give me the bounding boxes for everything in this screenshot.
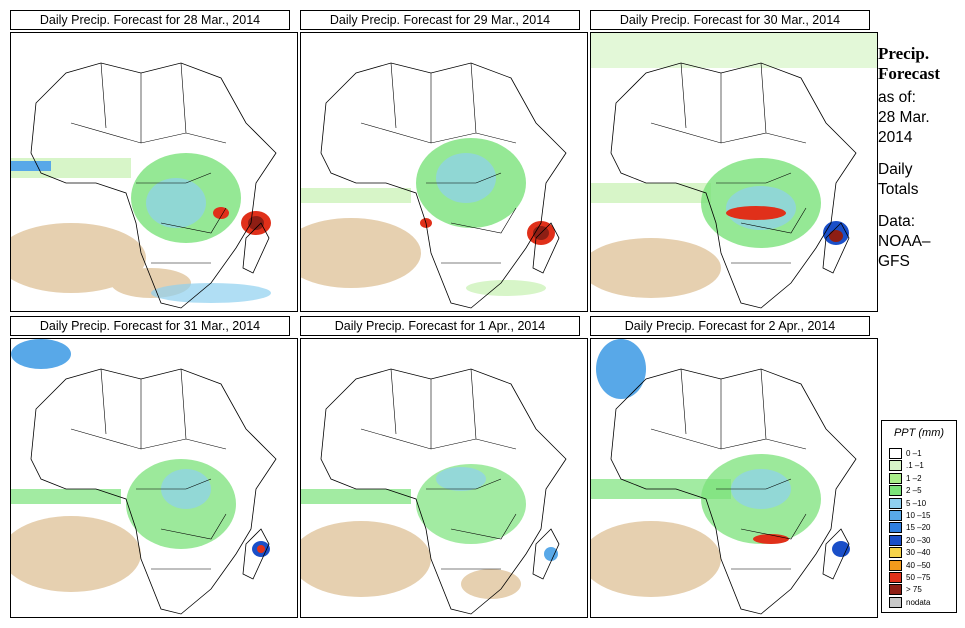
legend-label: 20 –30 — [906, 535, 931, 545]
data-label: Data: — [878, 213, 916, 230]
forecast-panel-day4: Daily Precip. Forecast for 31 Mar., 2014 — [10, 316, 298, 618]
legend-label: 0 –1 — [906, 449, 922, 458]
legend-swatch — [889, 460, 902, 472]
legend-item: 10 –15 — [889, 510, 955, 521]
heading-precip: Precip. — [878, 44, 930, 63]
panel-title: Daily Precip. Forecast for 1 Apr., 2014 — [300, 316, 580, 336]
legend-swatch — [889, 534, 902, 546]
legend-label: 50 –75 — [906, 573, 931, 582]
data-source-1: NOAA– — [878, 233, 931, 250]
legend-swatch — [889, 510, 902, 521]
legend-label: nodata — [906, 597, 931, 607]
legend-label: 1 –2 — [906, 473, 922, 483]
legend-swatch — [889, 547, 902, 559]
legend-item: 0 –1 — [889, 448, 955, 459]
legend-item: 15 –20 — [889, 522, 955, 534]
legend-label: 2 –5 — [906, 486, 922, 496]
legend-swatch — [889, 448, 902, 459]
panel-title: Daily Precip. Forecast for 28 Mar., 2014 — [10, 10, 290, 30]
asof-label: as of: — [878, 89, 916, 106]
legend-label: 10 –15 — [906, 511, 931, 520]
forecast-panel-day2: Daily Precip. Forecast for 29 Mar., 2014 — [300, 10, 588, 312]
forecast-panel-day5: Daily Precip. Forecast for 1 Apr., 2014 — [300, 316, 588, 618]
africa-precip-map — [300, 338, 588, 618]
asof-date: 28 Mar. — [878, 109, 930, 126]
legend-swatch — [889, 472, 902, 484]
legend-swatch — [889, 497, 902, 509]
africa-precip-map — [590, 32, 878, 312]
panel-title: Daily Precip. Forecast for 2 Apr., 2014 — [590, 316, 870, 336]
forecast-panel-day3: Daily Precip. Forecast for 30 Mar., 2014 — [590, 10, 878, 312]
legend-item: .1 –1 — [889, 460, 955, 472]
legend-item: 50 –75 — [889, 572, 955, 583]
forecast-panel-day1: Daily Precip. Forecast for 28 Mar., 2014 — [10, 10, 298, 312]
legend-item: > 75 — [889, 584, 955, 596]
totals-label: Totals — [878, 181, 919, 198]
legend-label: > 75 — [906, 585, 922, 595]
legend-swatch — [889, 572, 902, 583]
legend-swatch — [889, 485, 902, 497]
legend-label: .1 –1 — [906, 461, 924, 471]
legend-item: 5 –10 — [889, 497, 955, 509]
legend-item: 40 –50 — [889, 559, 955, 571]
data-source-2: GFS — [878, 253, 910, 270]
africa-precip-map — [590, 338, 878, 618]
africa-precip-map — [300, 32, 588, 312]
panel-title: Daily Precip. Forecast for 29 Mar., 2014 — [300, 10, 580, 30]
legend-title: PPT (mm) — [893, 427, 945, 439]
legend-item: 30 –40 — [889, 547, 955, 559]
asof-year: 2014 — [878, 129, 913, 146]
panel-title: Daily Precip. Forecast for 30 Mar., 2014 — [590, 10, 870, 30]
legend-item: 1 –2 — [889, 472, 955, 484]
legend-label: 40 –50 — [906, 560, 931, 570]
panel-title: Daily Precip. Forecast for 31 Mar., 2014 — [10, 316, 290, 336]
forecast-info: Precip. Forecast as of: 28 Mar. 2014 Dai… — [878, 44, 964, 272]
legend-item: 20 –30 — [889, 534, 955, 546]
legend-item: nodata — [889, 596, 955, 608]
legend-label: 15 –20 — [906, 523, 931, 533]
legend-item: 2 –5 — [889, 485, 955, 497]
precip-legend: PPT (mm) 0 –1 .1 –1 1 –2 2 –5 5 –10 10 –15 15 … — [881, 420, 957, 613]
legend-swatch — [889, 584, 902, 596]
forecast-panel-day6: Daily Precip. Forecast for 2 Apr., 2014 — [590, 316, 878, 618]
legend-label: 5 –10 — [906, 498, 927, 508]
legend-label: 30 –40 — [906, 548, 931, 558]
daily-label: Daily — [878, 161, 913, 178]
heading-forecast: Forecast — [878, 64, 940, 83]
legend-swatch — [889, 559, 902, 571]
africa-precip-map — [10, 32, 298, 312]
africa-precip-map — [10, 338, 298, 618]
legend-swatch — [889, 522, 902, 534]
legend-swatch — [889, 596, 902, 608]
